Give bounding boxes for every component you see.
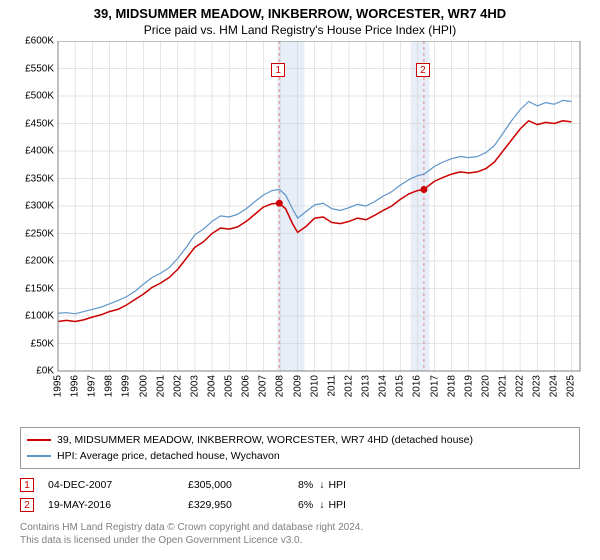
x-tick-label: 2006 [241,375,252,397]
x-tick-label: 2017 [429,375,440,397]
y-tick-label: £300K [10,201,54,212]
chart-title: 39, MIDSUMMER MEADOW, INKBERROW, WORCEST… [0,0,600,21]
x-tick-label: 1995 [53,375,64,397]
sale-price: £305,000 [188,475,298,495]
legend-label: 39, MIDSUMMER MEADOW, INKBERROW, WORCEST… [57,432,473,448]
x-tick-label: 2007 [258,375,269,397]
x-tick-label: 2018 [446,375,457,397]
legend-label: HPI: Average price, detached house, Wych… [57,448,280,464]
sale-date: 04-DEC-2007 [48,475,188,495]
legend-item: HPI: Average price, detached house, Wych… [27,448,573,464]
attribution-line-1: Contains HM Land Registry data © Crown c… [20,521,580,534]
x-tick-label: 1999 [121,375,132,397]
x-tick-label: 2005 [224,375,235,397]
y-tick-label: £400K [10,146,54,157]
sale-diff-label: HPI [328,495,346,515]
x-tick-label: 2008 [275,375,286,397]
chart-area: £0K £50K £100K £150K £200K £250K £300K £350K £40… [10,41,590,421]
y-tick-label: £0K [10,366,54,377]
sales-list: 1 04-DEC-2007£305,0008% ↓HPI 2 19-MAY-2016£3… [20,475,580,515]
y-tick-label: £350K [10,173,54,184]
x-tick-label: 2022 [515,375,526,397]
sale-row: 2 19-MAY-2016£329,9506% ↓HPI [20,495,580,515]
x-tick-label: 1998 [104,375,115,397]
x-tick-label: 2004 [207,375,218,397]
sale-marker-icon: 2 [20,498,34,512]
legend-swatch [27,455,51,457]
x-tick-label: 2014 [378,375,389,397]
arrow-down-icon: ↓ [319,475,324,495]
y-tick-label: £100K [10,311,54,322]
x-tick-label: 2003 [189,375,200,397]
x-tick-label: 2012 [343,375,354,397]
y-tick-label: £250K [10,228,54,239]
x-tick-label: 2021 [497,375,508,397]
sale-marker-icon: 1 [20,478,34,492]
x-tick-label: 2013 [361,375,372,397]
legend-swatch [27,439,51,441]
arrow-down-icon: ↓ [319,495,324,515]
y-tick-label: £500K [10,91,54,102]
x-tick-label: 2002 [172,375,183,397]
x-tick-label: 2016 [412,375,423,397]
x-tick-label: 2019 [463,375,474,397]
sale-diff-pct: 6% [298,495,313,515]
footer-region: 39, MIDSUMMER MEADOW, INKBERROW, WORCEST… [20,427,580,547]
x-tick-label: 2001 [155,375,166,397]
sale-marker-label: 1 [271,63,285,77]
sale-diff-label: HPI [328,475,346,495]
x-tick-label: 2010 [309,375,320,397]
x-tick-label: 2020 [480,375,491,397]
x-tick-label: 2025 [566,375,577,397]
chart-svg [10,41,590,373]
y-tick-label: £150K [10,283,54,294]
y-tick-label: £450K [10,118,54,129]
y-tick-label: £50K [10,338,54,349]
legend-item: 39, MIDSUMMER MEADOW, INKBERROW, WORCEST… [27,432,573,448]
x-tick-label: 2011 [326,375,337,397]
chart-subtitle: Price paid vs. HM Land Registry's House … [0,21,600,41]
sale-row: 1 04-DEC-2007£305,0008% ↓HPI [20,475,580,495]
legend: 39, MIDSUMMER MEADOW, INKBERROW, WORCEST… [20,427,580,469]
sale-point-dot [276,200,283,207]
y-tick-label: £200K [10,256,54,267]
sale-price: £329,950 [188,495,298,515]
x-tick-label: 1996 [70,375,81,397]
attribution: Contains HM Land Registry data © Crown c… [20,521,580,547]
sale-date: 19-MAY-2016 [48,495,188,515]
hpi-comparison-figure: { "title": "39, MIDSUMMER MEADOW, INKBER… [0,0,600,560]
x-tick-label: 1997 [87,375,98,397]
x-tick-label: 2015 [395,375,406,397]
x-tick-label: 2023 [532,375,543,397]
y-tick-label: £600K [10,36,54,47]
x-tick-label: 2000 [138,375,149,397]
x-tick-label: 2024 [549,375,560,397]
sale-point-dot [420,186,427,193]
x-tick-label: 2009 [292,375,303,397]
sale-diff-pct: 8% [298,475,313,495]
y-tick-label: £550K [10,63,54,74]
sale-marker-label: 2 [416,63,430,77]
attribution-line-2: This data is licensed under the Open Gov… [20,534,580,547]
